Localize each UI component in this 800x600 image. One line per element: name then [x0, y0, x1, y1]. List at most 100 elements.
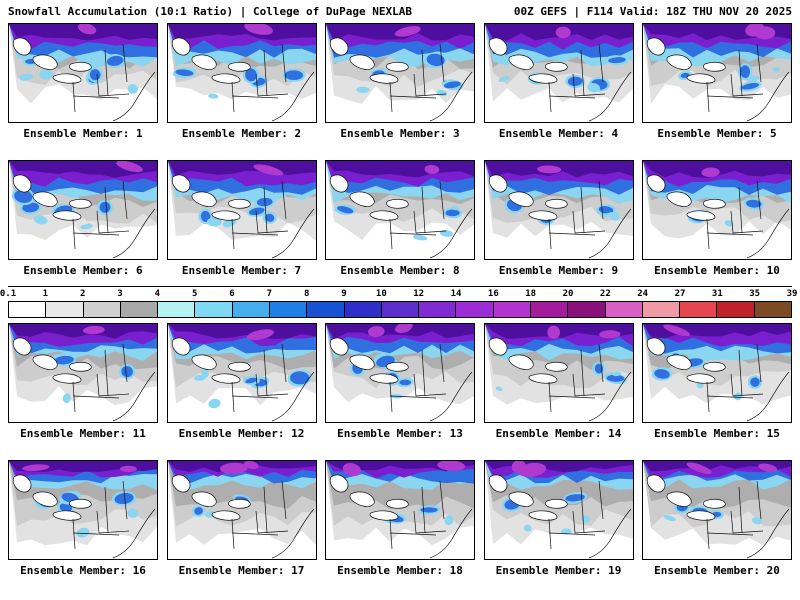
- colorbar-segment: [344, 302, 382, 317]
- ensemble-member-label: Ensemble Member: 14: [495, 427, 622, 440]
- ensemble-panel: Ensemble Member: 15: [642, 323, 792, 443]
- page-title: Snowfall Accumulation (10:1 Ratio) | Col…: [8, 5, 412, 18]
- ensemble-member-label: Ensemble Member: 17: [178, 564, 305, 577]
- colorbar-segment: [717, 302, 755, 317]
- snowfall-map: [166, 460, 317, 560]
- ensemble-panel: Ensemble Member: 16: [8, 460, 158, 580]
- colorbar-segment: [46, 302, 84, 317]
- snowfall-map: [642, 160, 792, 260]
- colorbar-segment: [568, 302, 606, 317]
- header-bar: Snowfall Accumulation (10:1 Ratio) | Col…: [0, 0, 800, 18]
- ensemble-panel: Ensemble Member: 1: [8, 23, 158, 143]
- snowfall-map: [325, 23, 475, 123]
- colorbar-tick: 12: [413, 289, 425, 299]
- colorbar-tick: 8: [303, 289, 310, 299]
- colorbar-tick: 24: [637, 289, 649, 299]
- panel-row-2: Ensemble Member: 6 Ensemble Member: 7 Ense…: [0, 160, 800, 280]
- ensemble-member-label: Ensemble Member: 10: [654, 264, 780, 277]
- colorbar-segment: [754, 302, 791, 317]
- ensemble-panel: Ensemble Member: 5: [642, 23, 792, 143]
- ensemble-panel: Ensemble Member: 2: [166, 23, 317, 143]
- ensemble-panel: Ensemble Member: 11: [8, 323, 158, 443]
- snowfall-map: [483, 460, 634, 560]
- ensemble-member-label: Ensemble Member: 13: [337, 427, 463, 440]
- colorbar-tick: 4: [154, 289, 161, 299]
- snowfall-map: [166, 323, 317, 423]
- colorbar-tick: 35: [749, 289, 761, 299]
- ensemble-member-label: Ensemble Member: 5: [657, 127, 777, 140]
- snowfall-map: [325, 160, 475, 260]
- colorbar-segment: [456, 302, 494, 317]
- ensemble-member-label: Ensemble Member: 16: [20, 564, 146, 577]
- colorbar-segment: [120, 302, 159, 317]
- ensemble-panel: Ensemble Member: 3: [325, 23, 475, 143]
- snowfall-map: [325, 460, 475, 560]
- colorbar-segment: [9, 302, 47, 317]
- colorbar-segment: [158, 302, 196, 317]
- ensemble-panel: Ensemble Member: 8: [325, 160, 475, 280]
- colorbar-tick: 2: [79, 289, 86, 299]
- ensemble-member-label: Ensemble Member: 15: [654, 427, 780, 440]
- ensemble-panel: Ensemble Member: 9: [483, 160, 634, 280]
- snowfall-map: [642, 23, 792, 123]
- colorbar-tick: 5: [191, 289, 198, 299]
- ensemble-panel: Ensemble Member: 6: [8, 160, 158, 280]
- ensemble-member-label: Ensemble Member: 18: [337, 564, 463, 577]
- colorbar-tick: 20: [562, 289, 574, 299]
- snowfall-map: [325, 323, 475, 423]
- ensemble-member-label: Ensemble Member: 6: [23, 264, 143, 277]
- colorbar-tick-labels: 0.1 1 2 3 4 5 6 7 8 9 10 12 14 16 18 20 22 24 27 31 35 39: [0, 289, 797, 301]
- ensemble-member-label: Ensemble Member: 1: [23, 127, 143, 140]
- colorbar-segment: [642, 302, 681, 317]
- ensemble-panel: Ensemble Member: 17: [166, 460, 317, 580]
- colorbar-tick: 18: [525, 289, 537, 299]
- ensemble-member-label: Ensemble Member: 20: [654, 564, 780, 577]
- snowfall-map: [642, 323, 792, 423]
- snowfall-map: [166, 23, 317, 123]
- panel-row-1: Ensemble Member: 1 Ensemble Member: 2 Ense…: [0, 23, 800, 143]
- ensemble-panel: Ensemble Member: 19: [483, 460, 634, 580]
- colorbar-segment: [269, 302, 308, 317]
- snowfall-map: [483, 160, 634, 260]
- panel-row-3: Ensemble Member: 11 Ensemble Member: 12 En…: [0, 323, 800, 443]
- colorbar-tick: 31: [711, 289, 723, 299]
- colorbar-tick: 0.1: [0, 289, 17, 299]
- ensemble-member-label: Ensemble Member: 8: [340, 264, 460, 277]
- ensemble-panel: Ensemble Member: 4: [483, 23, 634, 143]
- ensemble-panel: Ensemble Member: 20: [642, 460, 792, 580]
- ensemble-member-label: Ensemble Member: 2: [181, 127, 302, 140]
- colorbar-segment: [195, 302, 233, 317]
- snowfall-map: [642, 460, 792, 560]
- panel-row-4: Ensemble Member: 16 Ensemble Member: 17 En…: [0, 460, 800, 580]
- colorbar-segment: [232, 302, 270, 317]
- ensemble-member-label: Ensemble Member: 7: [181, 264, 302, 277]
- colorbar-tick: 7: [266, 289, 273, 299]
- ensemble-member-label: Ensemble Member: 19: [495, 564, 622, 577]
- colorbar-tick: 16: [487, 289, 499, 299]
- ensemble-member-label: Ensemble Member: 9: [498, 264, 619, 277]
- colorbar-tick: 14: [450, 289, 462, 299]
- colorbar-tick: 9: [341, 289, 347, 299]
- colorbar-segment: [605, 302, 643, 317]
- snowfall-map: [8, 323, 158, 423]
- colorbar-tick: 3: [117, 289, 123, 299]
- snowfall-map: [166, 160, 317, 260]
- snowfall-map: [483, 323, 634, 423]
- colorbar-scale: [8, 301, 792, 318]
- colorbar-tick: 39: [786, 289, 798, 299]
- colorbar-segment: [530, 302, 569, 317]
- colorbar-segment: [381, 302, 420, 317]
- snowfall-map: [483, 23, 634, 123]
- colorbar-segment: [307, 302, 345, 317]
- snowfall-map: [8, 160, 158, 260]
- ensemble-member-label: Ensemble Member: 3: [340, 127, 460, 140]
- ensemble-panel: Ensemble Member: 7: [166, 160, 317, 280]
- snowfall-colorbar: 0.1 1 2 3 4 5 6 7 8 9 10 12 14 16 18 20 22 24 27 31 35 39: [0, 286, 797, 318]
- ensemble-panel: Ensemble Member: 10: [642, 160, 792, 280]
- nexlab-ensemble-page: Snowfall Accumulation (10:1 Ratio) | Col…: [0, 0, 800, 580]
- colorbar-tick: 10: [375, 289, 387, 299]
- colorbar-tick: 1: [42, 289, 49, 299]
- colorbar-tick: 27: [674, 289, 686, 299]
- colorbar-tick: 22: [599, 289, 611, 299]
- ensemble-panel: Ensemble Member: 13: [325, 323, 475, 443]
